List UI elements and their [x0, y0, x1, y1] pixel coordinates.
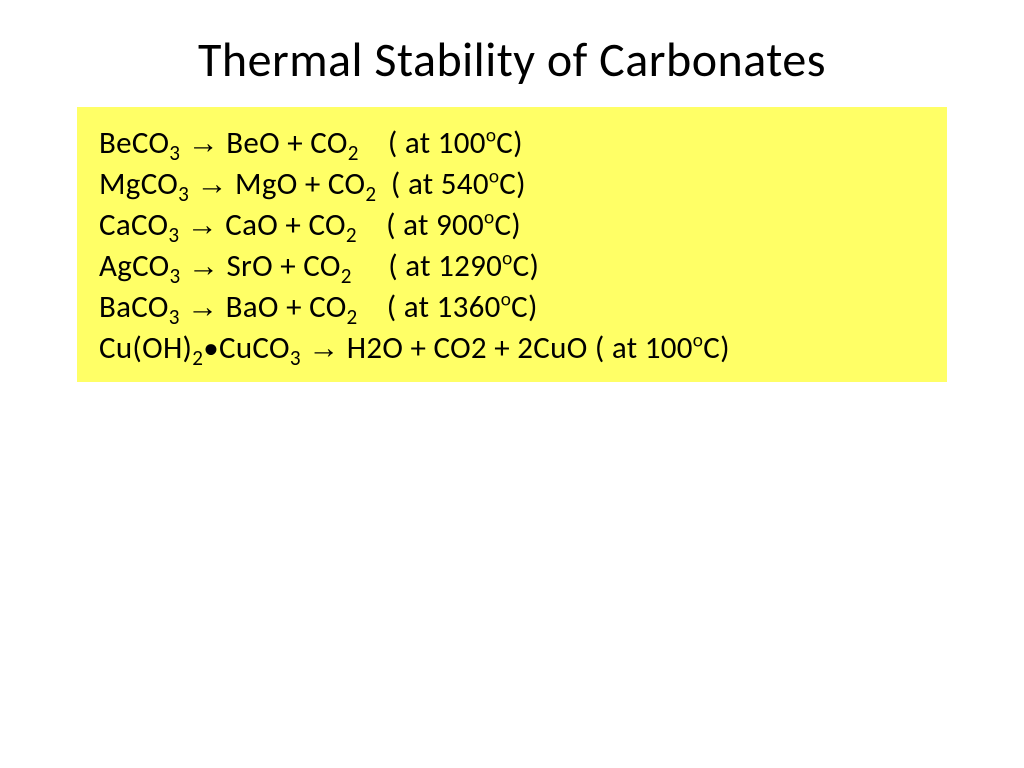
at-label: at: [405, 247, 431, 285]
subscript: 2: [365, 181, 376, 207]
product: CO: [308, 206, 345, 244]
degree-sup: o: [501, 288, 511, 311]
reactant: CaCO: [99, 206, 168, 244]
open-paren: (: [388, 247, 398, 285]
plus-sign: +: [285, 206, 301, 244]
subscript: 3: [169, 304, 180, 330]
temperature-value: 1360: [437, 288, 501, 326]
subscript: 2: [192, 345, 203, 371]
temp-unit: C: [499, 165, 516, 203]
subscript: 2: [346, 222, 357, 248]
at-label: at: [404, 288, 430, 326]
reactant: BeCO: [99, 124, 169, 162]
slide-container: Thermal Stability of Carbonates BeCO3 → …: [0, 0, 1024, 768]
subscript: 2: [347, 304, 358, 330]
reaction-row-special: Cu(OH)2•CuCO3 → H2O + CO2 + 2CuO ( at 10…: [99, 328, 925, 369]
product: CaO: [225, 206, 278, 244]
product: CO: [310, 124, 347, 162]
arrow-icon: →: [188, 248, 219, 283]
subscript: 2: [348, 140, 359, 166]
open-paren: (: [386, 206, 396, 244]
arrow-icon: →: [308, 330, 339, 365]
at-label: at: [612, 329, 638, 367]
close-paren: ): [516, 165, 526, 203]
degree-sup: o: [489, 166, 499, 189]
close-paren: ): [720, 329, 730, 367]
plus-sign: +: [305, 165, 321, 203]
close-paren: ): [511, 206, 521, 244]
at-label: at: [403, 206, 429, 244]
arrow-icon: →: [187, 207, 218, 242]
plus-sign: +: [286, 288, 302, 326]
at-label: at: [405, 124, 431, 162]
reactant: CuCO: [219, 329, 290, 367]
close-paren: ): [529, 247, 539, 285]
subscript: 3: [170, 263, 181, 289]
temperature-value: 1290: [438, 247, 502, 285]
arrow-icon: →: [187, 289, 218, 324]
products-text: H2O + CO2 + 2CuO: [347, 329, 588, 367]
product: BeO: [226, 124, 280, 162]
product: CO: [309, 288, 346, 326]
reaction-row: CaCO3 → CaO + CO2 ( at 900oC): [99, 205, 925, 246]
open-paren: (: [595, 329, 605, 367]
reactant: BaCO: [99, 288, 169, 326]
subscript: 3: [169, 140, 180, 166]
plus-sign: +: [280, 247, 296, 285]
temperature-value: 100: [645, 329, 693, 367]
reaction-row: AgCO3 → SrO + CO2 ( at 1290oC): [99, 246, 925, 287]
open-paren: (: [391, 165, 401, 203]
temperature-value: 100: [438, 124, 486, 162]
degree-sup: o: [502, 247, 512, 270]
temperature-value: 540: [441, 165, 489, 203]
product: CO: [328, 165, 365, 203]
degree-sup: o: [484, 206, 494, 229]
reaction-row: MgCO3 → MgO + CO2 ( at 540oC): [99, 164, 925, 205]
arrow-icon: →: [196, 166, 227, 201]
arrow-icon: →: [188, 125, 219, 160]
temp-unit: C: [496, 124, 513, 162]
subscript: 2: [341, 263, 352, 289]
at-label: at: [408, 165, 434, 203]
product: BaO: [226, 288, 279, 326]
close-paren: ): [528, 288, 538, 326]
temperature-value: 900: [436, 206, 484, 244]
temp-unit: C: [494, 206, 511, 244]
close-paren: ): [513, 124, 523, 162]
product: SrO: [226, 247, 272, 285]
slide-title: Thermal Stability of Carbonates: [60, 30, 964, 89]
reactant: Cu(OH): [99, 329, 192, 367]
subscript: 3: [178, 181, 189, 207]
open-paren: (: [387, 288, 397, 326]
reaction-row: BeCO3 → BeO + CO2 ( at 100oC): [99, 123, 925, 164]
subscript: 3: [168, 222, 179, 248]
reactant: AgCO: [99, 247, 170, 285]
degree-sup: o: [486, 125, 496, 148]
reactant: MgCO: [99, 165, 178, 203]
degree-sup: o: [693, 329, 703, 352]
dot-icon: •: [203, 329, 219, 367]
temp-unit: C: [511, 288, 528, 326]
temp-unit: C: [703, 329, 720, 367]
subscript: 3: [290, 345, 301, 371]
product: MgO: [235, 165, 298, 203]
plus-sign: +: [287, 124, 303, 162]
temp-unit: C: [513, 247, 530, 285]
product: CO: [303, 247, 340, 285]
open-paren: (: [388, 124, 398, 162]
reaction-row: BaCO3 → BaO + CO2 ( at 1360oC): [99, 287, 925, 328]
reactions-box: BeCO3 → BeO + CO2 ( at 100oC) MgCO3 → Mg…: [77, 107, 947, 382]
